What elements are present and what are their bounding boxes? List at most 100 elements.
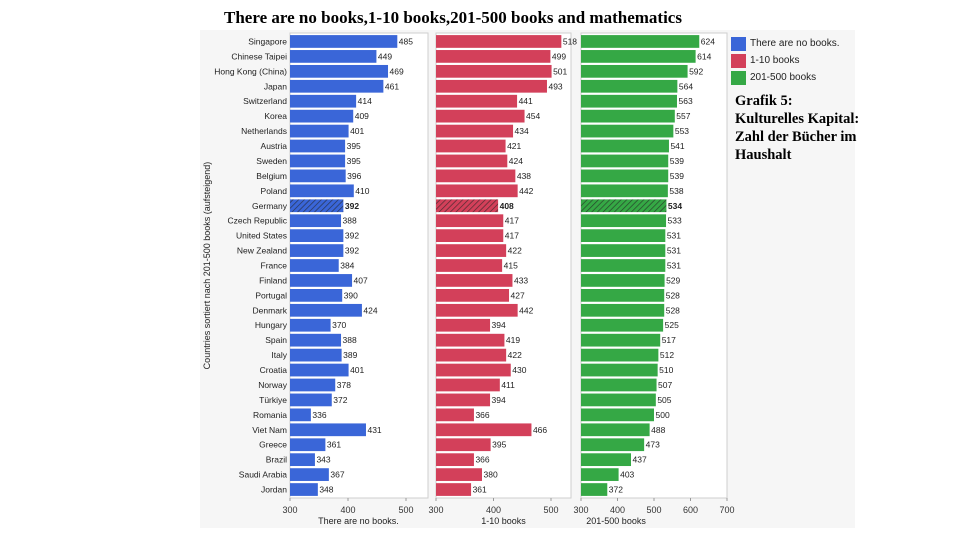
value-label: 510 [659,365,673,375]
value-label: 367 [330,470,344,480]
country-label: Germany [252,201,288,211]
value-label: 366 [475,455,489,465]
bar [436,483,472,496]
value-label: 485 [399,36,413,46]
tick-label: 300 [282,505,297,515]
figure-caption: Grafik 5: Kulturelles Kapital: Zahl der … [735,92,860,164]
bar [436,274,513,287]
bar [581,378,657,392]
value-label: 390 [344,290,358,300]
value-label: 394 [492,395,506,405]
bar [581,259,666,272]
bar [581,348,659,362]
bar [290,438,326,452]
value-label: 419 [506,335,520,345]
value-label: 395 [347,141,361,151]
country-label: Portugal [255,290,287,300]
bar [581,139,669,153]
bar [290,363,349,377]
value-label: 417 [505,231,519,241]
bar [436,199,499,213]
caption-line: Grafik 5: [735,93,793,109]
bar [581,244,666,257]
value-label: 488 [651,425,665,435]
bar [581,333,661,347]
value-label: 433 [514,275,528,285]
legend: There are no books. 1-10 books 201-500 b… [731,35,840,86]
country-label: Brazil [266,455,287,465]
value-label: 395 [347,156,361,166]
bar [581,229,666,242]
bar [436,244,507,257]
value-label: 500 [656,410,670,420]
country-label: Belgium [256,171,287,181]
value-label: 395 [492,440,506,450]
value-label: 434 [515,126,529,136]
country-label: Finland [259,275,287,285]
bar [581,468,619,481]
bar [290,244,344,257]
value-label: 518 [563,36,577,46]
bar [436,348,507,362]
tick-label: 700 [719,505,734,515]
bar [290,468,329,481]
country-label: Hong Kong (China) [214,66,287,76]
tick-label: 300 [573,505,588,515]
value-label: 409 [355,111,369,121]
value-label: 336 [312,410,326,420]
value-label: 538 [669,186,683,196]
value-label: 461 [385,81,399,91]
value-label: 529 [666,275,680,285]
bar [581,214,667,228]
country-label: Greece [259,440,287,450]
country-label: Spain [265,335,287,345]
x-axis-title: There are no books. [318,516,399,526]
country-label: Czech Republic [227,216,287,226]
country-label: Korea [264,111,287,121]
value-label: 507 [658,380,672,390]
country-label: Poland [261,186,288,196]
legend-swatch [731,36,746,51]
legend-label: There are no books. [750,38,840,49]
bar [290,393,332,407]
value-label: 401 [350,365,364,375]
country-label: Croatia [260,365,288,375]
bar [581,64,688,78]
value-label: 564 [679,81,693,91]
bar [581,393,656,407]
value-label: 553 [675,126,689,136]
tick-label: 400 [610,505,625,515]
bar [290,303,362,317]
bar [581,124,674,138]
country-label: Romania [253,410,287,420]
value-label: 411 [501,380,515,390]
bar [581,154,669,168]
bar [436,94,518,108]
value-label: 348 [319,485,333,495]
value-label: 528 [666,305,680,315]
value-label: 431 [367,425,381,435]
bar [436,64,552,78]
bar [436,154,508,168]
bar [436,468,482,481]
value-label: 424 [509,156,523,166]
value-label: 557 [676,111,690,121]
value-label: 517 [662,335,676,345]
country-label: France [261,261,288,271]
value-label: 437 [633,455,647,465]
value-label: 389 [343,350,357,360]
bar [436,259,503,272]
bar [436,50,551,63]
bar [290,483,318,496]
country-label: Viet Nam [252,425,287,435]
value-label: 525 [665,320,679,330]
value-label: 392 [345,231,359,241]
x-axis-title: 201-500 books [586,516,646,526]
legend-swatch [731,53,746,68]
value-label: 539 [670,171,684,181]
bar [436,318,491,332]
value-label: 531 [667,261,681,271]
bar [436,139,506,153]
value-label: 372 [333,395,347,405]
tick-label: 600 [683,505,698,515]
